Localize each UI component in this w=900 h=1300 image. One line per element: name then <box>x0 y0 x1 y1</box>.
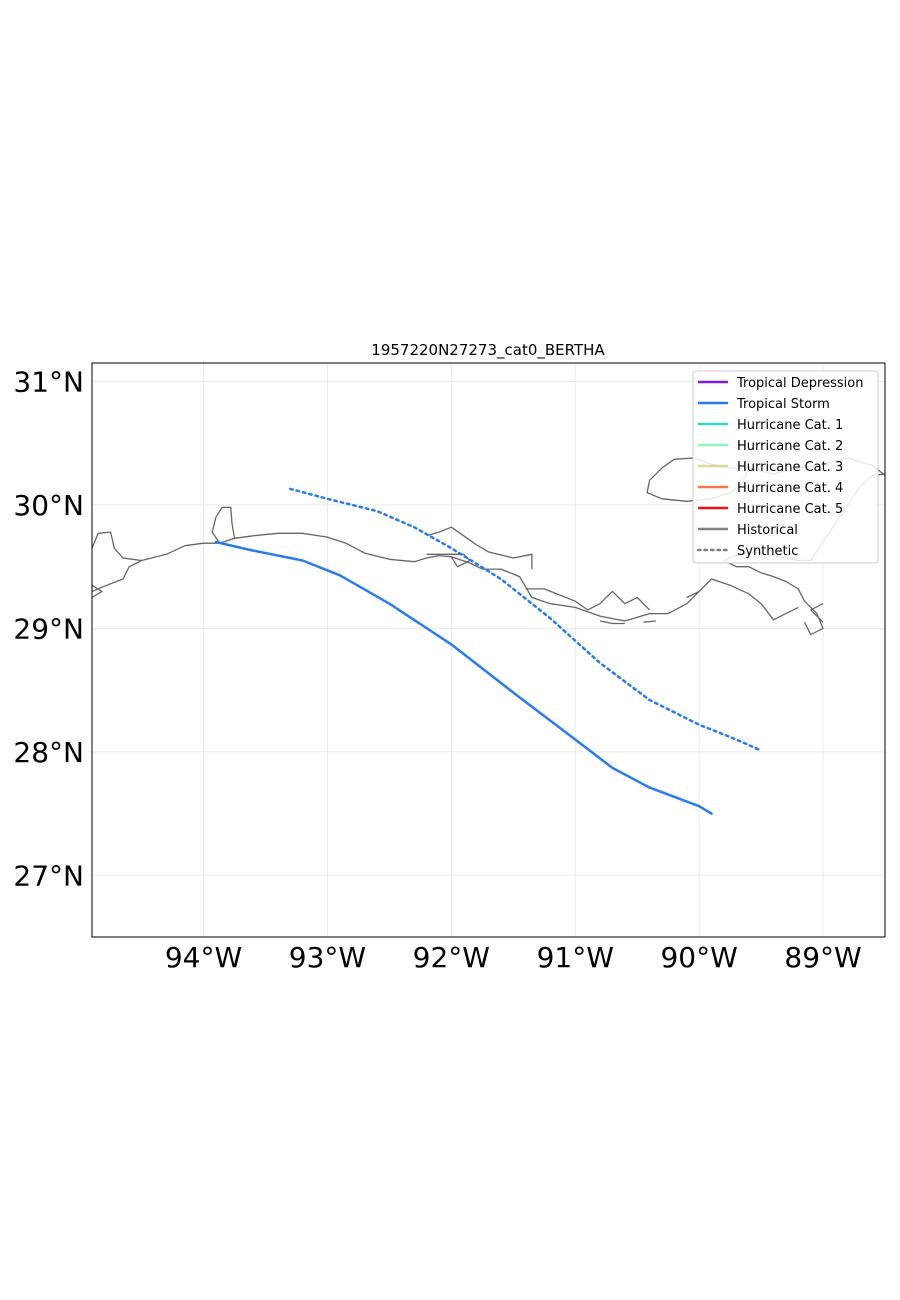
lon-tick-label: 90°W <box>660 941 737 974</box>
coastline-segment <box>686 590 700 599</box>
storm-tracks <box>214 487 763 815</box>
legend-label: Historical <box>737 523 798 538</box>
lon-tick-label: 94°W <box>165 941 242 974</box>
lat-tick-label: 29°N <box>13 612 84 645</box>
legend-label: Hurricane Cat. 4 <box>737 481 843 496</box>
lat-tick-label: 28°N <box>13 736 84 769</box>
lat-tick-label: 27°N <box>13 859 84 892</box>
coastline-segment <box>810 603 824 623</box>
legend-label: Tropical Depression <box>736 376 863 391</box>
coastline-segment <box>92 531 142 562</box>
historical-track-line <box>214 540 713 815</box>
coastline-segment <box>723 559 824 636</box>
legend-label: Hurricane Cat. 1 <box>737 418 843 433</box>
map-title: 1957220N27273_cat0_BERTHA <box>371 341 605 360</box>
lat-tick-label: 31°N <box>13 366 84 399</box>
legend-box <box>692 370 879 564</box>
legend-label: Hurricane Cat. 5 <box>737 502 843 517</box>
longitude-tick-labels: 94°W 93°W 92°W 91°W 90°W 89°W <box>165 941 862 974</box>
coastline-segment <box>599 620 625 625</box>
legend: Tropical Depression Tropical Storm Hurrica… <box>692 370 879 564</box>
coastline-segment <box>525 588 651 611</box>
lon-tick-label: 91°W <box>537 941 614 974</box>
coastline-segment <box>211 506 236 544</box>
coastline-segment <box>643 620 656 623</box>
coastline-segment <box>426 526 533 570</box>
legend-label: Hurricane Cat. 3 <box>737 460 843 475</box>
lat-tick-label: 30°N <box>13 489 84 522</box>
plot-frame <box>91 362 886 938</box>
lon-tick-label: 89°W <box>784 941 861 974</box>
lon-tick-label: 92°W <box>413 941 490 974</box>
legend-label: Tropical Storm <box>736 397 830 412</box>
lon-tick-label: 93°W <box>289 941 366 974</box>
legend-label: Synthetic <box>737 544 798 559</box>
legend-label: Hurricane Cat. 2 <box>737 439 843 454</box>
synthetic-track-line <box>289 487 763 752</box>
coastline-segment <box>92 532 799 622</box>
latitude-tick-labels: 31°N 30°N 29°N 28°N 27°N <box>13 366 84 893</box>
coastline-segment <box>92 584 103 599</box>
